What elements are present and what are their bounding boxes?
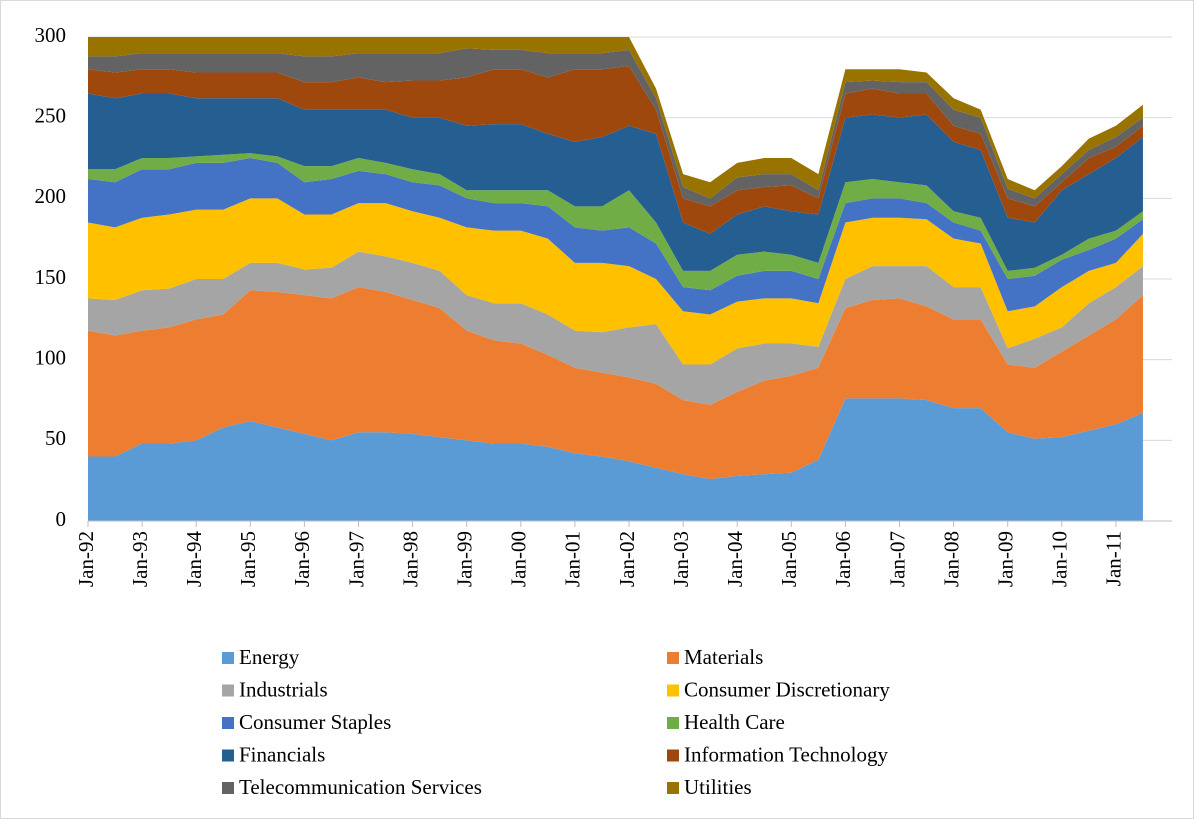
x-tick-label: Jan-07 <box>885 531 909 587</box>
y-tick-label: 300 <box>35 23 67 47</box>
area <box>88 251 1143 405</box>
legend-label: Industrials <box>239 677 328 701</box>
x-tick-label: Jan-09 <box>994 531 1018 587</box>
legend-label: Financials <box>239 742 325 766</box>
legend-label: Materials <box>684 645 763 669</box>
x-tick-label: Jan-96 <box>290 531 314 587</box>
area <box>88 153 1143 291</box>
area <box>88 93 1143 271</box>
x-tick-label: Jan-95 <box>236 531 260 587</box>
legend-swatch <box>222 652 234 664</box>
x-tick-label: Jan-04 <box>723 531 747 587</box>
area <box>88 158 1143 315</box>
area <box>88 66 1143 234</box>
legend-swatch <box>667 749 679 762</box>
y-tick-label: 200 <box>35 184 67 208</box>
legend-label: Consumer Staples <box>239 710 391 734</box>
area <box>88 398 1143 521</box>
y-tick-label: 100 <box>35 345 67 369</box>
y-tick-label: 0 <box>56 507 67 531</box>
legend-label: Telecommunication Services <box>239 775 482 799</box>
legend-swatch <box>222 684 234 697</box>
y-tick-label: 250 <box>35 103 67 127</box>
x-tick-label: Jan-10 <box>1048 531 1072 587</box>
x-tick-label: Jan-93 <box>128 531 152 587</box>
x-tick-label: Jan-03 <box>669 531 693 587</box>
legend-swatch <box>222 717 234 729</box>
legend-swatch <box>222 749 234 762</box>
x-tick-label: Jan-00 <box>507 531 531 587</box>
legend-swatch <box>222 782 234 794</box>
x-tick-label: Jan-08 <box>939 531 963 587</box>
x-tick-label: Jan-06 <box>831 531 855 587</box>
x-tick-label: Jan-11 <box>1102 531 1126 586</box>
legend-swatch <box>667 782 679 794</box>
area <box>88 198 1143 365</box>
area <box>88 287 1143 480</box>
x-tick-label: Jan-99 <box>453 531 477 587</box>
area <box>88 48 1143 207</box>
x-tick-label: Jan-92 <box>74 531 98 587</box>
legend-swatch <box>667 684 679 697</box>
x-tick-label: Jan-94 <box>182 531 206 587</box>
legend-label: Consumer Discretionary <box>684 677 890 701</box>
area <box>88 37 1143 199</box>
legend-label: Utilities <box>684 775 752 799</box>
x-tick-label: Jan-05 <box>777 531 801 587</box>
x-tick-label: Jan-02 <box>615 531 639 587</box>
y-tick-label: 50 <box>45 426 66 450</box>
legend-swatch <box>667 717 679 729</box>
legend-label: Health Care <box>684 710 785 734</box>
x-tick-label: Jan-97 <box>344 531 368 587</box>
x-tick-label: Jan-01 <box>561 531 585 587</box>
legend-swatch <box>667 652 679 664</box>
x-tick-label: Jan-98 <box>398 531 422 587</box>
legend-label: Energy <box>239 645 300 669</box>
legend-label: Information Technology <box>684 742 889 766</box>
y-tick-label: 150 <box>35 265 67 289</box>
